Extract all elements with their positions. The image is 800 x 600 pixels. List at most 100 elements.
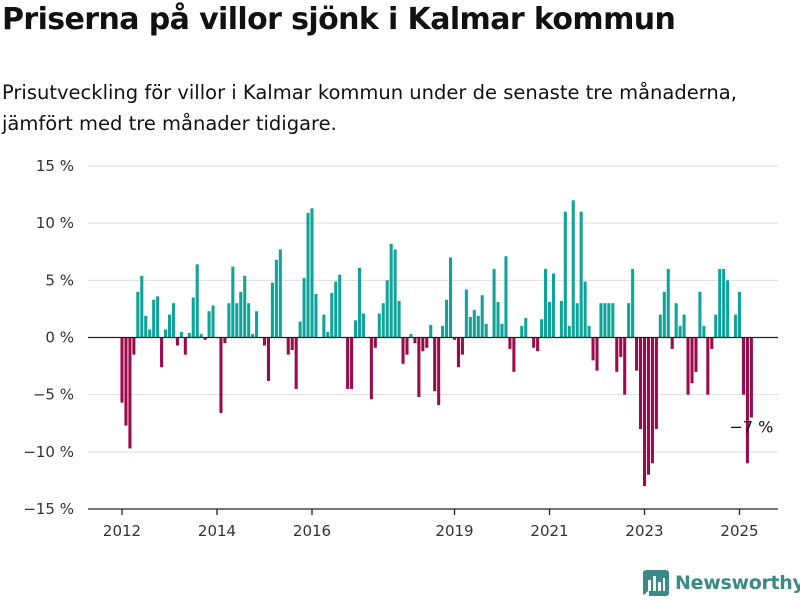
bar-positive [361,313,365,338]
bar-positive [148,329,152,338]
bar-positive [310,208,314,338]
bar-positive [587,326,591,338]
bar-positive [274,259,278,338]
bar-positive [171,303,175,338]
bar-negative [694,337,698,372]
bar-positive [156,296,160,338]
bar-negative [346,337,350,389]
bar-positive [251,334,255,338]
bar-negative [686,337,690,395]
bar-positive [144,315,148,338]
bar-negative [591,337,595,361]
bar-positive [302,278,306,338]
bar-negative [120,337,124,403]
bar-negative [160,337,164,368]
bar-negative [508,337,512,349]
bar-positive [199,334,203,338]
bar-positive [472,310,476,338]
bar-positive [326,331,330,338]
bar-positive [389,243,393,338]
bar-positive [524,318,528,338]
x-axis: 2012 2014 2016 2019 2021 2023 2025 [88,508,778,540]
newsworthy-brand: Newsworthy [643,569,800,597]
bar-negative [635,337,639,371]
bar-negative [425,337,429,348]
bar-series [120,200,753,487]
bar-positive [231,266,235,338]
bar-positive [140,275,144,338]
bar-positive [674,303,678,338]
bar-negative [223,337,227,344]
bar-negative [132,337,136,355]
bar-negative [690,337,694,384]
bar-positive [235,303,239,338]
bar-negative [452,337,457,340]
bar-positive [567,326,571,338]
bar-positive [255,311,259,338]
bar-positive [583,281,587,338]
bar-positive [599,303,603,338]
bar-negative [266,337,270,381]
y-axis-ticks: 15 % 10 % 5 % 0 % −5 % −10 % −15 % [23,157,74,518]
bar-negative [124,337,128,426]
bar-positive [737,291,742,338]
bar-positive [480,295,484,338]
x-tick-label: 2025 [720,522,758,540]
bar-positive [631,268,635,338]
bar-negative [286,337,290,355]
bar-negative [654,337,658,429]
y-tick-label: 10 % [36,214,74,232]
newsworthy-logo-icon [643,570,669,596]
bar-negative [219,337,223,413]
bar-positive [377,313,381,338]
x-tick-label: 2014 [198,522,236,540]
bar-negative [262,337,267,346]
bar-positive [571,200,575,338]
bar-positive [187,332,191,338]
annotation-label: −7 % [729,418,773,437]
brand-name: Newsworthy [675,572,800,594]
bar-positive [520,326,524,338]
bar-positive [551,273,555,338]
bar-negative [619,337,623,357]
bar-negative [401,337,405,364]
bar-positive [698,291,702,338]
bar-negative [532,337,536,348]
bar-positive [500,323,504,338]
bar-positive [476,315,480,338]
bar-positive [714,314,718,338]
bar-negative [203,337,207,340]
bar-positive [559,300,563,338]
bar-positive [449,257,453,338]
bar-positive [179,331,183,338]
bar-negative [639,337,643,429]
y-tick-label: −15 % [23,500,74,518]
bar-negative [595,337,599,371]
bar-positive [195,264,199,338]
bar-positive [492,268,496,338]
bar-negative [350,337,354,389]
bar-positive [544,268,548,338]
bar-positive [540,319,544,338]
bar-positive [464,289,468,338]
bar-positive [164,329,168,338]
bar-positive [504,256,508,338]
bar-positive [239,291,243,338]
bar-positive [563,211,567,338]
bar-positive [278,249,282,338]
bar-positive [314,294,318,338]
bar-positive [354,320,358,338]
bar-positive [136,291,140,338]
bar-negative [373,337,377,348]
bar-positive [666,268,670,338]
bar-positive [607,303,611,338]
bar-positive [298,321,302,338]
bar-positive [445,299,449,338]
bar-positive [468,316,472,338]
bar-positive [330,292,334,338]
bar-negative [710,337,714,349]
bar-negative [433,337,437,392]
bar-positive [191,297,195,338]
bar-negative [512,337,516,372]
bar-negative [413,337,417,344]
